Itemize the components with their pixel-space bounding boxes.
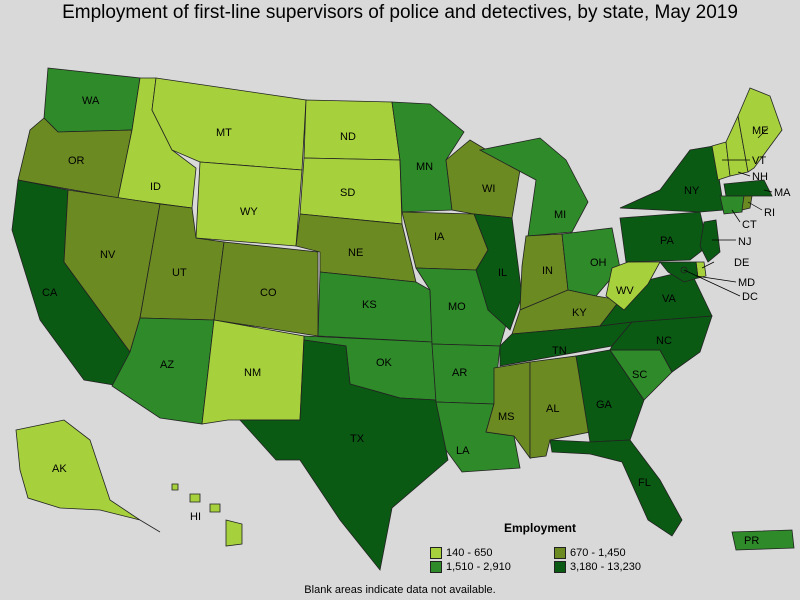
label-ak: AK bbox=[52, 463, 67, 475]
label-ri: RI bbox=[764, 207, 775, 219]
legend-label: 3,180 - 13,230 bbox=[570, 561, 641, 573]
label-ca: CA bbox=[42, 287, 58, 299]
label-tx: TX bbox=[350, 433, 365, 445]
label-wv: WV bbox=[616, 285, 634, 297]
legend-item: 140 - 650 bbox=[430, 547, 492, 559]
label-or: OR bbox=[68, 155, 85, 167]
label-id: ID bbox=[150, 181, 161, 193]
legend-label: 670 - 1,450 bbox=[570, 547, 626, 559]
label-in: IN bbox=[542, 265, 553, 277]
label-ar: AR bbox=[452, 367, 467, 379]
label-pr: PR bbox=[744, 535, 759, 547]
label-la: LA bbox=[456, 445, 470, 457]
state-wy[interactable] bbox=[195, 161, 303, 247]
label-ne: NE bbox=[348, 247, 363, 259]
label-ma: MA bbox=[774, 187, 791, 199]
state-ma[interactable] bbox=[723, 179, 773, 197]
state-ri[interactable] bbox=[741, 195, 753, 211]
legend-item: 670 - 1,450 bbox=[554, 547, 626, 559]
label-nc: NC bbox=[656, 335, 672, 347]
label-ks: KS bbox=[362, 299, 377, 311]
state-tx[interactable] bbox=[239, 339, 449, 571]
legend-title: Employment bbox=[504, 521, 577, 535]
label-ga: GA bbox=[596, 399, 613, 411]
label-dc: DC bbox=[742, 291, 758, 303]
label-ct: CT bbox=[742, 219, 757, 231]
state-nj[interactable] bbox=[699, 219, 721, 263]
state-me[interactable] bbox=[737, 87, 783, 173]
label-mt: MT bbox=[216, 127, 232, 139]
legend-swatch bbox=[554, 547, 566, 559]
label-nd: ND bbox=[340, 131, 356, 143]
label-mn: MN bbox=[416, 161, 433, 173]
label-wa: WA bbox=[82, 95, 100, 107]
map-title: Employment of first-line supervisors of … bbox=[62, 2, 738, 23]
legend-swatch bbox=[430, 561, 442, 573]
state-oh[interactable] bbox=[561, 227, 621, 297]
state-ia[interactable] bbox=[401, 211, 489, 271]
state-mi[interactable] bbox=[478, 137, 589, 237]
label-nh: NH bbox=[752, 171, 768, 183]
label-ky: KY bbox=[572, 307, 587, 319]
footnote: Blank areas indicate data not available. bbox=[304, 584, 496, 596]
legend-label: 140 - 650 bbox=[446, 547, 493, 559]
state-md[interactable] bbox=[659, 261, 699, 283]
label-sd: SD bbox=[340, 187, 355, 199]
label-pa: PA bbox=[660, 235, 675, 247]
label-md: MD bbox=[738, 277, 755, 289]
label-ok: OK bbox=[376, 357, 393, 369]
state-pr[interactable] bbox=[731, 529, 795, 551]
label-wi: WI bbox=[482, 183, 495, 195]
legend-swatch bbox=[554, 561, 566, 573]
label-mo: MO bbox=[448, 301, 466, 313]
state-ak[interactable] bbox=[15, 419, 161, 533]
label-nj: NJ bbox=[738, 236, 751, 248]
label-hi: HI bbox=[190, 511, 201, 523]
label-ia: IA bbox=[434, 231, 445, 243]
label-al: AL bbox=[546, 403, 559, 415]
label-vt: VT bbox=[752, 155, 766, 167]
label-az: AZ bbox=[160, 359, 174, 371]
label-mi: MI bbox=[554, 209, 566, 221]
state-ga[interactable] bbox=[575, 349, 645, 443]
state-ct[interactable] bbox=[719, 195, 745, 215]
state-ny[interactable] bbox=[619, 145, 725, 213]
label-tn: TN bbox=[552, 345, 567, 357]
label-wy: WY bbox=[240, 206, 258, 218]
label-sc: SC bbox=[632, 369, 647, 381]
legend-item: 1,510 - 2,910 bbox=[430, 561, 511, 573]
state-pa[interactable] bbox=[619, 211, 709, 263]
label-de: DE bbox=[734, 257, 749, 269]
label-ut: UT bbox=[172, 267, 187, 279]
leader-lines bbox=[683, 127, 773, 297]
state-fl[interactable] bbox=[549, 439, 683, 537]
label-il: IL bbox=[498, 267, 507, 279]
label-oh: OH bbox=[590, 257, 607, 269]
label-me: ME bbox=[752, 125, 769, 137]
label-va: VA bbox=[662, 293, 677, 305]
label-nm: NM bbox=[244, 367, 261, 379]
legend-swatch bbox=[430, 547, 442, 559]
state-il[interactable] bbox=[473, 213, 523, 331]
state-nd[interactable] bbox=[303, 99, 401, 161]
label-nv: NV bbox=[100, 249, 116, 261]
label-ms: MS bbox=[498, 411, 515, 423]
legend-label: 1,510 - 2,910 bbox=[446, 561, 511, 573]
label-ny: NY bbox=[684, 185, 700, 197]
label-fl: FL bbox=[638, 477, 651, 489]
legend-item: 3,180 - 13,230 bbox=[554, 561, 641, 573]
label-co: CO bbox=[260, 287, 277, 299]
state-hi[interactable] bbox=[171, 483, 243, 547]
